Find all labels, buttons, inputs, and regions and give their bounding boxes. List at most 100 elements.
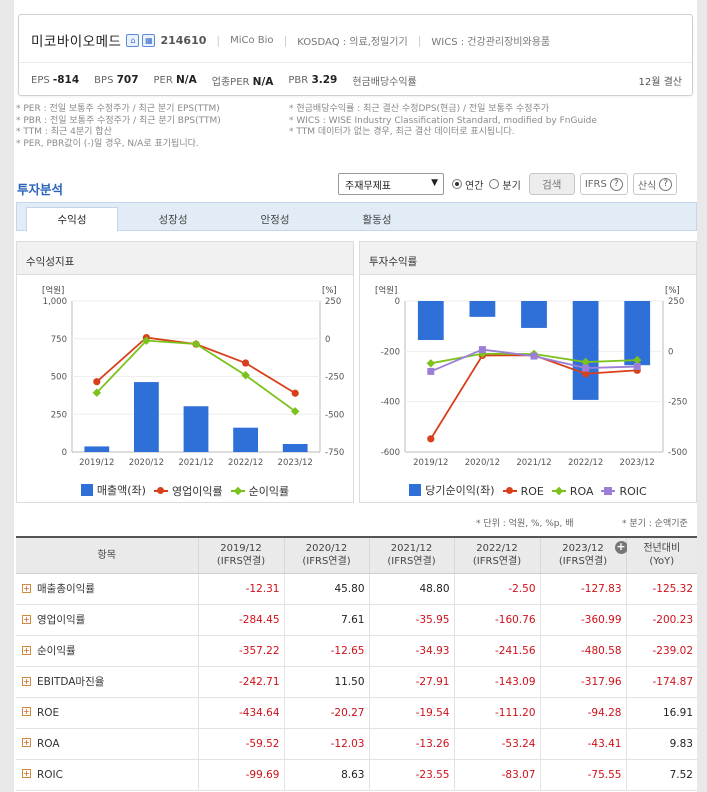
data-point [427,435,435,443]
table-cell: -127.83 [540,573,627,605]
radio-annual[interactable] [452,179,462,189]
row-label[interactable]: + EBITDA마진율 [16,666,199,698]
col-header-year: 2020/12 (IFRS연결) [284,536,370,574]
right-tick-label: -500 [668,448,687,458]
row-label[interactable]: + 영업이익률 [16,604,199,636]
profitability-chart-panel: 수익성지표 [억원] [%] 0 250 500 750 1,000 -750 -500 -250… [16,241,354,503]
table-cell: -143.09 [454,666,541,698]
header-basis: (IFRS연결) [558,556,608,568]
footnote-line: * TTM 데이터가 없는 경우, 최근 결산 데이터로 표시됩니다. [289,127,515,137]
expand-icon[interactable]: + [22,707,31,716]
table-cell: -23.55 [369,759,455,791]
table-cell: -360.99 [540,604,627,636]
tab-activity[interactable]: 활동성 [362,213,392,226]
x-tick-label: 2022/12 [568,458,603,468]
table-row: + ROA -59.52 -12.03 -13.26 -53.24 -43.41 9.83 [16,728,697,760]
expand-icon[interactable]: + [22,769,31,778]
right-axis-unit: [%] [665,286,680,296]
data-point [426,359,436,368]
statement-select[interactable]: 주재무제표 ▼ [338,173,444,195]
row-label-text: 순이익률 [37,645,76,657]
table-cell: -12.03 [284,728,370,760]
quarter-note: * 분기 : 순액기준 [622,519,688,529]
company-summary: 미코바이오메드 ⌂ ▦ 214610 | MiCo Bio | KOSDAQ :… [18,14,693,96]
return-chart-panel: 투자수익률 [억원] [%] -600 -400 -200 0 -500 -250 0 250 20… [359,241,697,503]
row-label[interactable]: + 매출총이익률 [16,573,199,605]
legend-item[interactable]: 매출액(좌) [80,482,146,498]
row-label[interactable]: + ROIC [16,759,199,791]
search-button[interactable]: 검색 [528,173,575,195]
expand-icon[interactable]: + [22,645,31,655]
left-tick-label: -400 [381,398,400,408]
table-cell: -284.45 [198,604,285,636]
expand-icon[interactable]: + [22,738,31,747]
header-basis: (IFRS연결) [302,556,351,568]
ifrs-help-button[interactable]: IFRS? [579,173,628,195]
col-header-year: 2023/12 (IFRS연결) + [540,536,628,574]
yoy-cell: -200.23 [626,604,697,636]
legend-item[interactable]: ROE [502,485,544,498]
table-row: + ROE -434.64 -20.27 -19.54 -111.20 -94.28 16.9… [16,697,697,729]
data-point [142,336,151,345]
expand-columns-icon[interactable]: + [614,540,628,554]
data-point [478,346,486,354]
row-label-text: ROIC [37,768,63,781]
radio-quarter-label[interactable]: 분기 [502,180,521,192]
legend-item[interactable]: 영업이익률 [153,483,223,499]
data-point [290,407,300,416]
table-cell: -13.26 [369,728,455,760]
profitability-table: 항목 2019/12 (IFRS연결) 2020/12 (IFRS연결) 2021/12(… [16,536,697,791]
legend-swatch [80,484,93,496]
left-tick-label: 500 [51,373,67,383]
table-cell: -12.65 [284,635,370,667]
bar [417,301,444,341]
yoy-cell: 9.83 [626,728,697,760]
radio-quarter[interactable] [489,179,500,189]
legend-item[interactable]: 순이익률 [230,483,290,499]
legend-label: 순이익률 [248,485,290,498]
footnote-line: * PBR : 전일 보통주 수정주가 / 최근 분기 BPS(TTM) [16,115,221,126]
sector-per-metric: 업종PER N/A [211,75,274,88]
x-tick-label: 2023/12 [620,458,655,468]
tab-profitability[interactable]: 수익성 [26,207,118,232]
expand-icon[interactable]: + [22,676,31,686]
analysis-controls: 주재무제표 ▼ 연간 분기 검색 IFRS? 산식? [338,172,678,196]
home-icon[interactable]: ⌂ [126,33,140,47]
legend-item[interactable]: ROA [551,485,593,498]
x-tick-label: 2019/12 [413,458,448,468]
divider [19,62,692,63]
table-cell: -43.41 [540,728,627,760]
legend-item[interactable]: ROIC [601,485,647,498]
expand-icon[interactable]: + [22,583,31,593]
data-point [427,367,435,375]
tab-stability[interactable]: 안정성 [260,213,290,226]
dividend-yield-metric: 현금배당수익률 [352,76,417,88]
x-tick-label: 2019/12 [79,458,114,468]
right-tick-label: 250 [668,297,684,307]
legend-swatch [153,486,168,496]
header-year: 2021/12 [390,543,433,555]
row-label-text: EBITDA마진율 [37,676,105,688]
table-cell: -480.58 [540,635,627,667]
left-tick-label: 250 [51,410,67,420]
formula-help-button[interactable]: 산식? [632,173,678,195]
data-point [632,355,642,365]
legend-swatch [230,486,245,496]
footnotes: * PER : 전일 보통주 수정주가 / 최근 분기 EPS(TTM) * PB… [16,104,696,156]
right-tick-label: 0 [668,347,673,357]
data-point [582,364,590,372]
expand-icon[interactable]: + [22,614,31,624]
return-chart: [억원] [%] -600 -400 -200 0 -500 -250 0 250 2019/12 2… [375,285,687,468]
row-label[interactable]: + ROE [16,697,199,729]
table-cell: -241.56 [454,635,541,667]
section-title: 투자분석 [17,182,64,197]
tab-growth[interactable]: 성장성 [158,213,188,226]
panel-title: 투자수익률 [360,242,696,275]
pbr-metric: PBR 3.29 [288,74,338,86]
x-tick-label: 2021/12 [516,458,551,468]
radio-annual-label[interactable]: 연간 [465,180,484,192]
legend-item[interactable]: 당기순이익(좌) [409,482,495,498]
row-label[interactable]: + 순이익률 [16,635,199,667]
row-label[interactable]: + ROA [16,728,199,760]
building-icon[interactable]: ▦ [142,33,156,47]
